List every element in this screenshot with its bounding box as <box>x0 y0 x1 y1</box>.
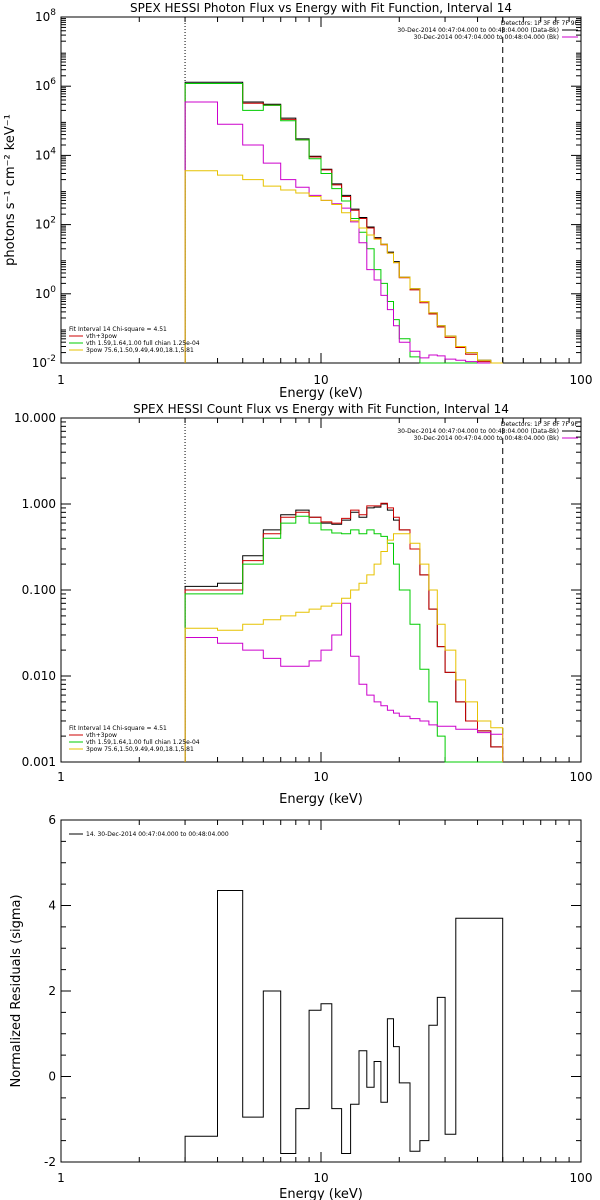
legend-detectors: Detectors: 1F 3F 6F 7F 9F <box>501 20 579 27</box>
legend-entry-right: 30-Dec-2014 00:47:04.000 to 00:48:04.000… <box>414 34 559 41</box>
x-tick-label: 10 <box>313 770 328 784</box>
series-line-5 <box>184 533 504 762</box>
y-axis-label: photons s⁻¹ cm⁻² keV⁻¹ <box>3 114 18 266</box>
y-tick-label: 6 <box>48 813 56 827</box>
series-line-5 <box>184 170 503 364</box>
y-tick-label: 104 <box>35 146 56 162</box>
x-tick-label: 100 <box>570 373 593 387</box>
y-tick-label: 10.000 <box>14 411 56 425</box>
x-axis-label: Energy (keV) <box>279 792 363 807</box>
x-tick-label: 10 <box>313 1171 328 1185</box>
series-line-1 <box>184 503 504 762</box>
series-line-3 <box>184 515 503 763</box>
y-tick-label: -2 <box>44 1155 56 1169</box>
chart-3: 1 10 100 -2 0 2 4 6 Energy (keV) Normalized Resid… <box>9 813 592 1200</box>
y-tick-label: 2 <box>48 984 56 998</box>
chart-title: SPEX HESSI Photon Flux vs Energy with Fi… <box>130 1 512 15</box>
series-line-2 <box>184 83 503 364</box>
series-line-3 <box>184 83 503 364</box>
legend-entry-left: vth 1.59,1.64,1.00 full chian 1.25e-04 <box>86 340 200 347</box>
y-tick-label: 0.010 <box>22 669 56 683</box>
legend-detectors: Detectors: 1F 3F 6F 7F 9F <box>501 421 579 428</box>
chart-2: SPEX HESSI Count Flux vs Energy with Fit… <box>14 402 592 807</box>
legend-entry-left: 3pow 75.6,1.50,9.49,4.90,18.1,5.81 <box>86 347 194 354</box>
y-tick-label: 10-2 <box>32 354 56 370</box>
chart-title: SPEX HESSI Count Flux vs Energy with Fit… <box>133 402 509 416</box>
chart-1: SPEX HESSI Photon Flux vs Energy with Fi… <box>3 1 592 401</box>
x-tick-label: 1 <box>57 373 65 387</box>
y-tick-label: 108 <box>35 8 56 24</box>
y-tick-label: 0.100 <box>22 583 56 597</box>
legend-entry-right: 30-Dec-2014 00:47:04.000 to 00:48:04.000… <box>397 27 559 34</box>
legend-entry-left: 14. 30-Dec-2014 00:47:04.000 to 00:48:04… <box>86 831 229 838</box>
legend-entry-left: vth+3pow <box>86 732 117 739</box>
series-line-2 <box>184 502 504 762</box>
legend-entry-right: 30-Dec-2014 00:47:04.000 to 00:48:04.000… <box>397 428 559 435</box>
x-axis-label: Energy (keV) <box>279 1187 363 1200</box>
x-tick-label: 10 <box>313 373 328 387</box>
x-tick-label: 1 <box>57 770 65 784</box>
y-tick-label: 1.000 <box>22 497 56 511</box>
y-tick-label: 102 <box>35 216 56 232</box>
legend-entry-left: 3pow 75.6,1.50,9.49,4.90,18.1,5.81 <box>86 746 194 753</box>
legend-entry-right: 30-Dec-2014 00:47:04.000 to 00:48:04.000… <box>414 435 559 442</box>
legend-entry-left: vth+3pow <box>86 333 117 340</box>
x-tick-label: 100 <box>570 1171 593 1185</box>
y-tick-label: 0.001 <box>22 755 56 769</box>
x-tick-label: 100 <box>570 770 593 784</box>
y-tick-label: 100 <box>35 285 56 301</box>
legend-fit-header: Fit Interval 14 Chi-square = 4.51 <box>69 326 167 333</box>
y-tick-label: 4 <box>48 899 56 913</box>
series-line-4 <box>184 101 503 364</box>
legend-entry-left: vth 1.59,1.64,1.00 full chian 1.25e-04 <box>86 739 200 746</box>
series-line-1 <box>184 890 504 1162</box>
x-axis-label: Energy (keV) <box>279 386 363 401</box>
x-tick-label: 1 <box>57 1171 65 1185</box>
legend-fit-header: Fit Interval 14 Chi-square = 4.51 <box>69 725 167 732</box>
y-axis-label: Normalized Residuals (sigma) <box>9 894 24 1087</box>
y-tick-label: 106 <box>35 77 56 93</box>
y-tick-label: 0 <box>48 1070 56 1084</box>
series-line-4 <box>184 602 504 762</box>
